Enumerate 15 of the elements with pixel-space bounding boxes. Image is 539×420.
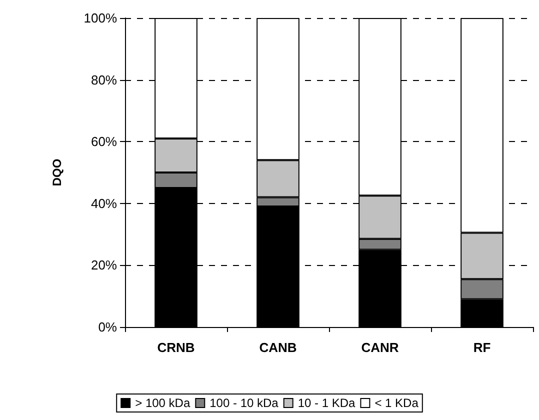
y-tick-label: 20% xyxy=(90,258,118,273)
legend-label: < 1 KDa xyxy=(374,396,419,410)
legend-label: 100 - 10 kDa xyxy=(210,396,279,410)
y-tick-label: 100% xyxy=(84,10,118,26)
legend-label: 10 - 1 KDa xyxy=(298,396,356,410)
x-tick-label: CANB xyxy=(259,340,297,355)
x-tick-label: CANR xyxy=(361,340,400,355)
y-axis-title: DQO xyxy=(50,158,64,186)
x-tick-label: CRNB xyxy=(157,340,195,355)
legend-label: > 100 kDa xyxy=(135,396,190,410)
y-tick-label: 40% xyxy=(90,196,118,211)
y-tick-label: 60% xyxy=(90,134,118,150)
y-tick-label: 0% xyxy=(98,320,118,334)
x-tick-label: RF xyxy=(473,340,491,355)
y-tick-label: 80% xyxy=(90,72,118,88)
